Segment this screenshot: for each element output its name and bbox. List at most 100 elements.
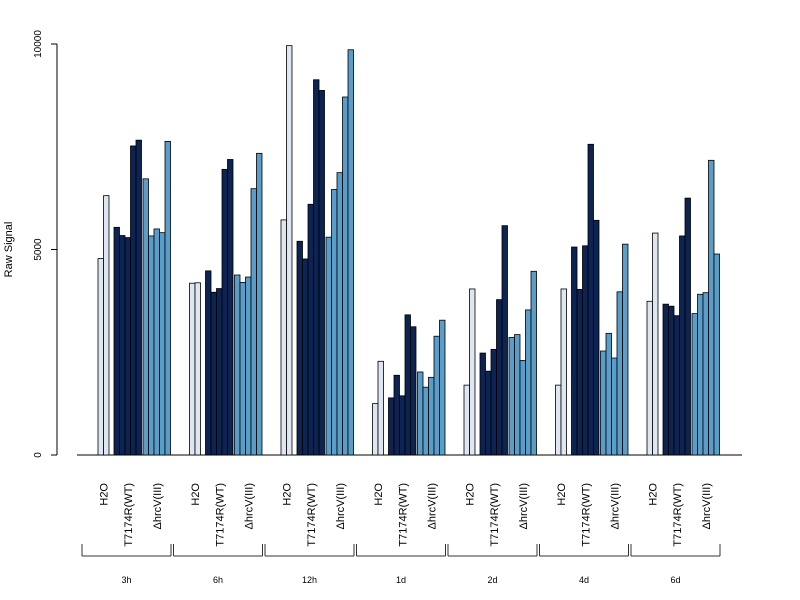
bar: [469, 288, 476, 456]
group-label: H2O: [465, 483, 477, 506]
bar: [103, 195, 110, 456]
bar: [227, 159, 234, 456]
bar: [576, 288, 583, 456]
group-label: H2O: [556, 483, 568, 506]
bar: [514, 334, 521, 456]
bar: [593, 219, 600, 456]
bar: [205, 270, 212, 456]
bar: [530, 270, 537, 456]
bar: [302, 258, 309, 456]
bar: [221, 168, 228, 456]
bar: [679, 235, 686, 456]
y-tick-label: 10000: [33, 30, 44, 58]
group-label: ΔhrcV(III): [518, 483, 530, 529]
bar: [325, 236, 332, 456]
bar: [399, 395, 406, 456]
group-label: T7174R(WT): [306, 483, 318, 547]
bar: [97, 258, 104, 456]
bar: [616, 291, 623, 456]
bar: [508, 337, 515, 456]
bar: [485, 370, 492, 456]
group-label: T7174R(WT): [489, 483, 501, 547]
group-label: ΔhrcV(III): [426, 483, 438, 529]
group-label: T7174R(WT): [672, 483, 684, 547]
y-tick-label: 5000: [33, 238, 44, 261]
bar: [318, 90, 325, 456]
bar: [463, 384, 470, 456]
bar: [587, 143, 594, 456]
bar: [372, 403, 379, 456]
bar: [388, 397, 395, 456]
bar: [582, 245, 589, 456]
group-label: T7174R(WT): [397, 483, 409, 547]
bar: [433, 335, 440, 456]
bar: [245, 276, 252, 456]
bar: [313, 79, 320, 456]
group-label: ΔhrcV(III): [152, 483, 164, 529]
bar: [130, 145, 137, 456]
bar: [428, 376, 435, 456]
bar: [479, 352, 486, 456]
bar: [286, 45, 293, 456]
group-label: T7174R(WT): [123, 483, 135, 547]
bar: [560, 288, 567, 456]
group-label: H2O: [648, 483, 660, 506]
group-label: T7174R(WT): [580, 483, 592, 547]
group-label: H2O: [99, 483, 111, 506]
bar: [164, 141, 171, 456]
bar: [662, 303, 669, 456]
bar: [422, 386, 429, 456]
bar: [142, 178, 149, 456]
bar: [439, 319, 446, 456]
bar: [600, 350, 607, 456]
group-label: ΔhrcV(III): [701, 483, 713, 529]
y-tick-label: 0: [33, 452, 44, 458]
bar: [216, 288, 223, 456]
group-label: H2O: [190, 483, 202, 506]
timepoint-label: 2d: [487, 575, 497, 585]
timepoint-label: 1d: [396, 575, 406, 585]
bar: [210, 291, 217, 456]
bar: [307, 203, 314, 456]
timepoint-label: 3h: [121, 575, 131, 585]
bar: [691, 313, 698, 456]
bar: [153, 228, 160, 456]
bar: [684, 197, 691, 456]
bar: [113, 226, 120, 456]
bar: [611, 357, 618, 456]
bar: [194, 282, 201, 456]
bar: [119, 235, 126, 456]
bar: [605, 332, 612, 456]
bar: [336, 172, 343, 456]
timepoint-label: 6h: [213, 575, 223, 585]
bar: [234, 274, 241, 456]
group-label: ΔhrcV(III): [609, 483, 621, 529]
bar: [417, 371, 424, 456]
bar: [519, 360, 526, 456]
bar: [410, 326, 417, 456]
bar: [702, 292, 709, 456]
bar: [256, 152, 263, 456]
bar: [555, 384, 562, 456]
bar: [525, 309, 532, 456]
bar: [668, 305, 675, 456]
group-label: ΔhrcV(III): [335, 483, 347, 529]
bar: [331, 189, 338, 456]
timepoint-label: 6d: [670, 575, 680, 585]
bar: [239, 281, 246, 456]
group-label: H2O: [373, 483, 385, 506]
bar: [124, 237, 131, 456]
bar: [347, 49, 354, 456]
bar: [159, 232, 166, 456]
timepoint-label: 4d: [579, 575, 589, 585]
bar: [296, 240, 303, 456]
bar: [646, 300, 653, 456]
bar: [697, 293, 704, 456]
group-label: H2O: [282, 483, 294, 506]
timepoint-label: 12h: [302, 575, 317, 585]
bar: [377, 360, 384, 456]
bar: [501, 225, 508, 456]
bar: [571, 246, 578, 456]
group-label: T7174R(WT): [214, 483, 226, 547]
